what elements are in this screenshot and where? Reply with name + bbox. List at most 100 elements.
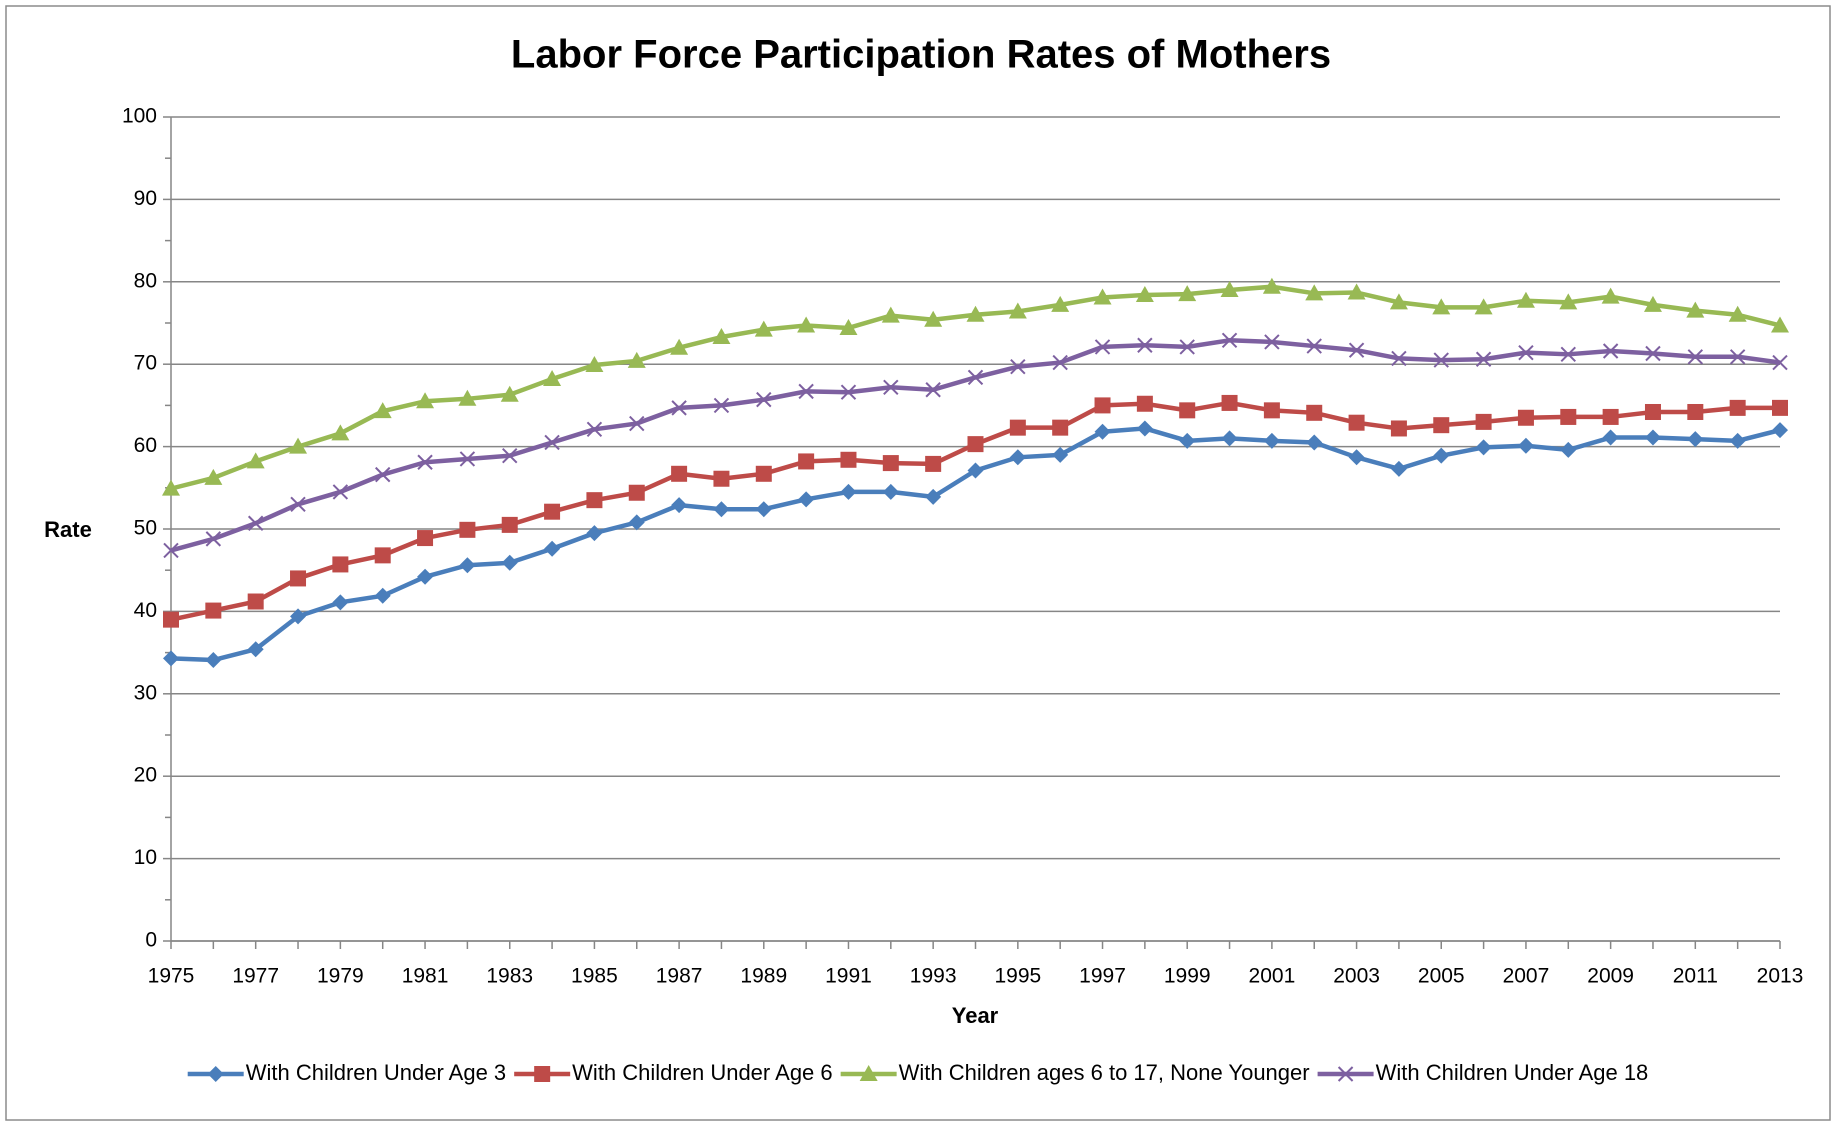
marker (501, 516, 518, 533)
marker (205, 652, 222, 669)
x-tick-label: 1991 (825, 965, 872, 988)
marker (1263, 402, 1280, 419)
marker (840, 451, 857, 468)
legend-marker (534, 1066, 551, 1082)
marker (1644, 429, 1661, 446)
marker (1389, 293, 1408, 310)
x-tick-label: 1999 (1164, 965, 1211, 988)
marker (1348, 449, 1365, 466)
marker (840, 483, 857, 500)
marker (712, 328, 731, 345)
marker (1094, 397, 1111, 414)
legend-marker (1337, 1066, 1354, 1082)
marker (459, 557, 476, 574)
marker (1305, 284, 1324, 301)
y-tick-label: 0 (145, 929, 157, 952)
y-tick-label: 30 (134, 681, 157, 704)
marker (502, 447, 518, 464)
marker (162, 479, 180, 496)
y-tick-label: 10 (134, 846, 157, 869)
marker (1560, 408, 1577, 425)
marker (1772, 399, 1788, 416)
marker (1433, 417, 1450, 434)
marker (1772, 354, 1788, 371)
marker (1560, 441, 1577, 458)
marker (883, 379, 899, 395)
marker (1094, 339, 1111, 355)
marker (417, 454, 433, 470)
marker (1686, 301, 1705, 318)
marker (1474, 298, 1493, 315)
marker (290, 496, 306, 512)
marker (544, 540, 561, 557)
marker (332, 594, 349, 611)
marker (839, 318, 858, 335)
marker (1559, 293, 1578, 310)
marker (332, 484, 349, 500)
marker (1010, 358, 1026, 375)
x-tick-label: 2011 (1673, 965, 1718, 988)
marker (247, 593, 264, 610)
marker (290, 570, 307, 587)
marker (375, 466, 391, 483)
x-tick-label: 1987 (656, 965, 703, 988)
marker (1008, 302, 1027, 319)
legend-label: With Children Under Age 3 (246, 1060, 506, 1085)
marker (671, 400, 687, 416)
marker (1136, 395, 1153, 412)
marker (713, 470, 730, 487)
marker (1475, 413, 1492, 430)
y-axis-label: Rate (44, 517, 92, 542)
marker (925, 382, 941, 398)
marker (246, 452, 265, 469)
marker (670, 338, 689, 355)
marker (1601, 287, 1620, 304)
marker (459, 451, 476, 467)
marker (163, 611, 179, 628)
x-tick-label: 1995 (994, 965, 1041, 988)
x-tick-label: 2003 (1333, 965, 1380, 988)
marker (1391, 350, 1407, 367)
y-tick-label: 20 (134, 764, 157, 787)
marker (1772, 422, 1788, 439)
marker (798, 491, 815, 508)
y-tick-label: 100 (122, 105, 157, 128)
x-tick-label: 1983 (486, 965, 533, 988)
marker (967, 462, 984, 479)
marker (289, 437, 308, 454)
legend-label: With Children Under Age 18 (1376, 1060, 1649, 1085)
marker (1560, 346, 1576, 363)
marker (1220, 281, 1239, 298)
marker (1179, 402, 1196, 419)
marker (1348, 414, 1365, 431)
marker (882, 455, 899, 472)
marker (1052, 419, 1069, 436)
marker (925, 488, 942, 505)
marker (671, 465, 688, 482)
marker (966, 305, 985, 322)
x-tick-label: 2005 (1418, 965, 1465, 988)
x-tick-label: 1989 (740, 965, 787, 988)
marker (754, 320, 773, 337)
marker (1687, 431, 1704, 448)
marker (1518, 344, 1534, 361)
marker (1136, 420, 1153, 437)
marker (627, 351, 646, 368)
marker (798, 453, 815, 470)
marker (500, 385, 519, 402)
marker (163, 650, 179, 667)
marker (417, 530, 434, 547)
x-tick-label: 2001 (1249, 965, 1296, 988)
marker (459, 521, 476, 538)
marker (290, 608, 307, 625)
legend-item: With Children Under Age 18 (1317, 1060, 1649, 1085)
legend-item: With Children Under Age 6 (514, 1060, 833, 1085)
marker (1516, 291, 1535, 308)
x-tick-label: 1993 (910, 965, 957, 988)
marker (1729, 399, 1746, 416)
marker (840, 384, 857, 400)
marker (1179, 432, 1196, 449)
marker (882, 483, 899, 500)
marker (458, 389, 477, 406)
